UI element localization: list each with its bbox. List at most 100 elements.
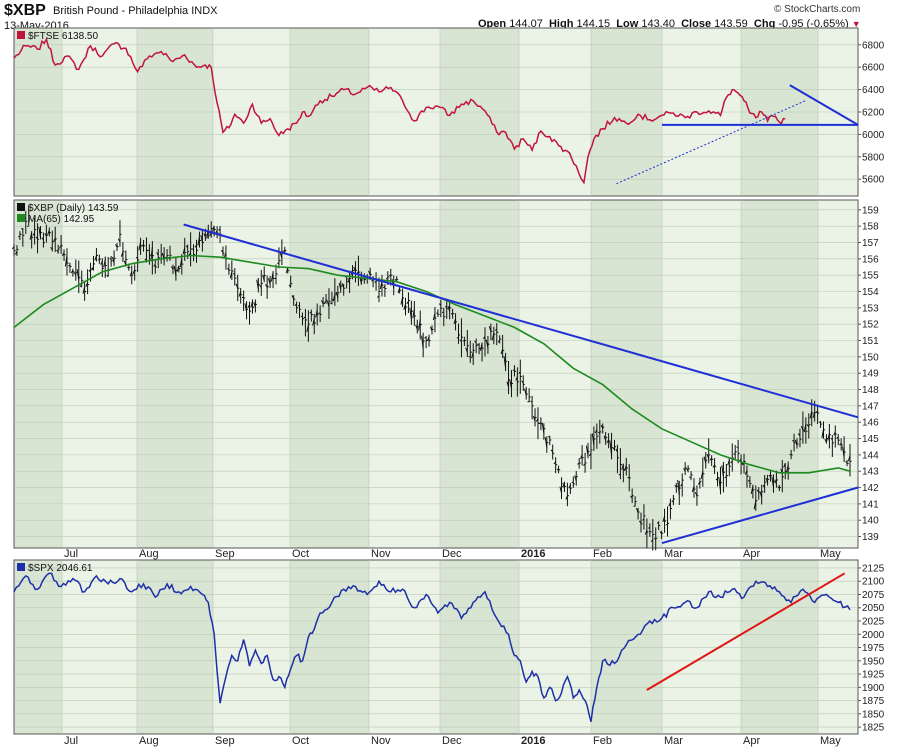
- ohlc-bar: [530, 395, 534, 420]
- ohlc-bar: [227, 263, 231, 275]
- ohlc-open: [689, 476, 692, 479]
- ohlc-bar: [426, 334, 431, 347]
- month-label: Sep: [215, 548, 235, 560]
- ohlc-open: [518, 371, 521, 374]
- ohlc-open: [73, 272, 77, 276]
- ohlc-bar: [683, 462, 687, 475]
- ohlc-open: [797, 433, 801, 437]
- ohlc-bar: [786, 461, 790, 480]
- ohlc-bar: [462, 336, 466, 347]
- ohlc-open: [750, 486, 754, 494]
- y-tick-label: 157: [862, 238, 879, 249]
- ohlc-open: [706, 453, 710, 459]
- ohlc-open: [847, 455, 851, 462]
- ohlc-bar: [403, 297, 408, 316]
- ohlc-open: [285, 267, 289, 274]
- month-label: Apr: [743, 548, 760, 560]
- ohlc-open: [718, 477, 721, 492]
- ohlc-bar: [456, 323, 461, 344]
- month-shade: [14, 200, 62, 548]
- ohlc-bar: [544, 436, 549, 453]
- ohlc-open: [68, 264, 71, 267]
- ohlc-bar: [556, 465, 561, 474]
- ohlc-open: [88, 269, 91, 273]
- legend-swatch: [17, 31, 25, 39]
- ohlc-bar: [836, 434, 840, 446]
- ohlc-bar: [18, 231, 22, 240]
- ohlc-bar: [638, 512, 643, 533]
- ohlc-bar: [253, 299, 257, 313]
- month-label: 2016: [521, 735, 545, 747]
- ohlc-open: [812, 411, 816, 419]
- ohlc-bar: [11, 244, 16, 257]
- ohlc-open: [379, 280, 383, 290]
- ohlc-bar: [700, 457, 705, 487]
- ohlc-open: [353, 266, 356, 273]
- ohlc-open: [70, 270, 74, 274]
- ohlc-bar: [524, 386, 528, 400]
- month-label: Mar: [664, 548, 683, 560]
- month-label: Jul: [64, 735, 78, 747]
- legend-swatch: [17, 563, 25, 571]
- ohlc-open: [397, 287, 401, 294]
- ohlc-open: [588, 453, 592, 457]
- ohlc-open: [792, 439, 795, 443]
- ohlc-bar: [744, 465, 749, 488]
- ohlc-open: [509, 379, 512, 389]
- ohlc-bar: [324, 293, 328, 304]
- ohlc-bar: [574, 471, 578, 486]
- high-label: High: [548, 18, 574, 30]
- ohlc-open: [721, 465, 724, 477]
- ohlc-bar: [244, 301, 249, 320]
- ohlc-bar: [794, 438, 799, 449]
- ohlc-bar: [459, 318, 464, 358]
- ohlc-bar: [56, 244, 60, 254]
- ohlc-open: [550, 449, 554, 453]
- y-tick-label: 5600: [862, 175, 885, 186]
- ohlc-bar: [309, 309, 313, 322]
- ohlc-bar: [94, 248, 99, 262]
- ohlc-open: [91, 266, 94, 271]
- ohlc-open: [474, 340, 477, 344]
- ohlc-bar: [326, 288, 331, 319]
- y-tick-label: 1900: [862, 683, 885, 694]
- ohlc-open: [794, 439, 798, 446]
- ohlc-bar: [550, 444, 555, 460]
- month-label: Dec: [442, 735, 462, 747]
- ohlc-open: [294, 303, 297, 307]
- ohlc-open: [409, 307, 412, 320]
- ohlc-open: [494, 328, 498, 331]
- ohlc-open: [845, 461, 848, 463]
- ohlc-open: [94, 255, 97, 261]
- ohlc-open: [288, 284, 292, 288]
- ohlc-open: [218, 228, 221, 231]
- ohlc-open: [824, 438, 827, 443]
- symbol-label: $XBP: [4, 2, 46, 19]
- ohlc-open: [559, 486, 563, 494]
- ohlc-open: [744, 470, 748, 475]
- ohlc-bar: [70, 268, 75, 277]
- y-tick-label: 145: [862, 434, 879, 445]
- ohlc-bar: [671, 494, 675, 506]
- ohlc-open: [279, 252, 283, 259]
- ohlc-open: [61, 251, 65, 257]
- ohlc-bar: [662, 508, 667, 533]
- ohlc-bar: [479, 342, 484, 362]
- ohlc-open: [544, 437, 548, 448]
- y-tick-label: 1950: [862, 656, 885, 667]
- ohlc-bar: [447, 301, 452, 320]
- ohlc-bar: [768, 470, 773, 482]
- ohlc-bar: [842, 436, 846, 463]
- ohlc-open: [220, 249, 224, 253]
- ohlc-bar: [400, 288, 405, 308]
- ohlc-open: [82, 286, 86, 294]
- ohlc-bar: [303, 308, 308, 337]
- ohlc-open: [700, 471, 704, 479]
- legend-label: $FTSE 6138.50: [28, 31, 98, 42]
- ohlc-open: [583, 463, 586, 466]
- ohlc-open: [627, 476, 630, 479]
- ohlc-bar: [406, 292, 411, 313]
- ohlc-open: [115, 244, 118, 248]
- ohlc-open: [727, 459, 730, 466]
- ohlc-bar: [59, 235, 63, 254]
